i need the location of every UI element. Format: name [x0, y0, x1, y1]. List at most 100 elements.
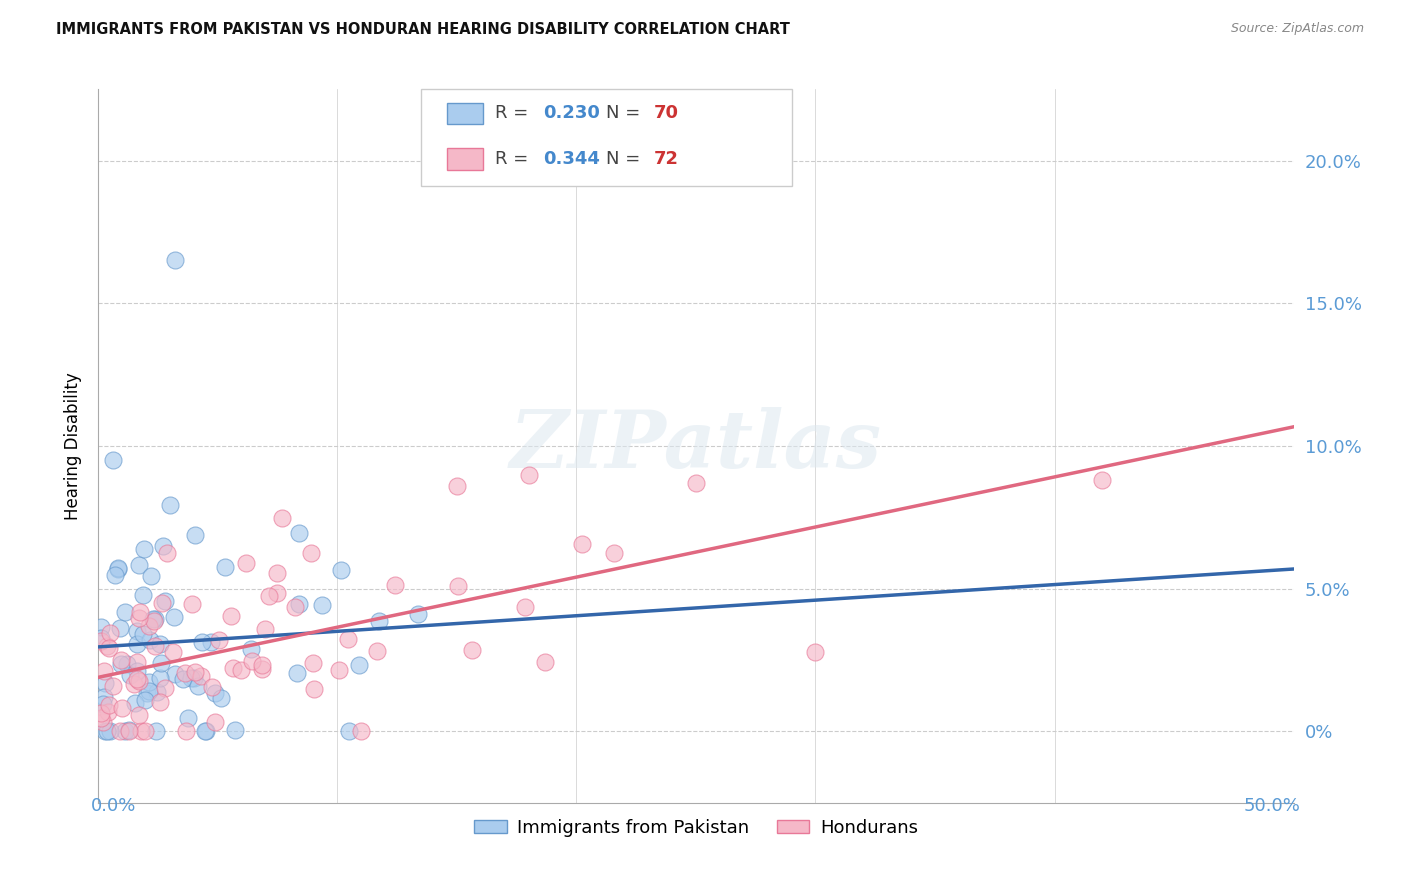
Point	[152, 539, 174, 553]
Point	[337, 724, 360, 739]
Point	[129, 724, 152, 739]
Point	[271, 511, 294, 525]
Point	[94, 676, 117, 690]
Point	[149, 656, 172, 670]
Point	[118, 668, 141, 682]
Legend: Immigrants from Pakistan, Hondurans: Immigrants from Pakistan, Hondurans	[467, 812, 925, 844]
Point	[571, 536, 593, 550]
Point	[134, 541, 156, 556]
Point	[1091, 473, 1114, 487]
Point	[204, 686, 226, 700]
Point	[90, 632, 112, 646]
Text: 0.230: 0.230	[543, 104, 600, 122]
Point	[350, 723, 373, 738]
Point	[165, 667, 187, 681]
Point	[229, 663, 252, 677]
Point	[183, 671, 205, 685]
Point	[328, 663, 350, 677]
Point	[143, 640, 166, 654]
Point	[366, 643, 388, 657]
Point	[128, 611, 150, 625]
Y-axis label: Hearing Disability: Hearing Disability	[63, 372, 82, 520]
Point	[330, 562, 353, 576]
Point	[174, 665, 197, 680]
Point	[288, 526, 311, 541]
Point	[250, 662, 273, 676]
Point	[222, 661, 245, 675]
Point	[90, 620, 112, 634]
Text: 50.0%: 50.0%	[1244, 797, 1301, 815]
Point	[446, 479, 468, 493]
Point	[204, 714, 226, 729]
Point	[149, 636, 172, 650]
Point	[101, 453, 124, 467]
Point	[447, 579, 470, 593]
Point	[804, 644, 827, 658]
Point	[153, 594, 176, 608]
Point	[138, 683, 160, 698]
Point	[107, 560, 129, 574]
Point	[142, 612, 165, 626]
Point	[104, 568, 127, 582]
Point	[159, 499, 181, 513]
Point	[110, 652, 132, 666]
Text: 70: 70	[654, 104, 679, 122]
Text: IMMIGRANTS FROM PAKISTAN VS HONDURAN HEARING DISABILITY CORRELATION CHART: IMMIGRANTS FROM PAKISTAN VS HONDURAN HEA…	[56, 22, 790, 37]
Point	[461, 643, 484, 657]
Point	[93, 664, 115, 678]
Point	[191, 635, 214, 649]
Point	[156, 546, 179, 560]
FancyBboxPatch shape	[447, 148, 484, 169]
Point	[240, 654, 263, 668]
Point	[127, 636, 149, 650]
Point	[285, 666, 308, 681]
Point	[90, 706, 112, 720]
Point	[603, 546, 626, 560]
Point	[114, 605, 136, 619]
Point	[311, 598, 333, 612]
Point	[128, 708, 150, 723]
Point	[97, 698, 120, 713]
Point	[302, 682, 325, 697]
Point	[139, 632, 162, 647]
Point	[174, 724, 197, 739]
Point	[127, 624, 149, 639]
Point	[288, 598, 311, 612]
Point	[367, 614, 389, 628]
Point	[98, 640, 121, 655]
Point	[132, 627, 155, 641]
Point	[284, 600, 307, 615]
Point	[134, 724, 156, 739]
Point	[91, 698, 114, 712]
Point	[97, 705, 120, 719]
Point	[98, 626, 121, 640]
Point	[517, 467, 540, 482]
Point	[142, 614, 165, 628]
Point	[100, 724, 122, 739]
Point	[141, 569, 163, 583]
Point	[110, 657, 132, 672]
Text: R =: R =	[495, 150, 534, 168]
Point	[155, 681, 177, 695]
Point	[235, 557, 257, 571]
Point	[194, 724, 217, 739]
Point	[90, 711, 112, 725]
Point	[209, 690, 232, 705]
Point	[177, 711, 200, 725]
FancyBboxPatch shape	[422, 89, 792, 186]
Point	[406, 607, 429, 621]
Point	[96, 639, 118, 653]
Text: Source: ZipAtlas.com: Source: ZipAtlas.com	[1230, 22, 1364, 36]
Point	[127, 672, 149, 686]
Point	[201, 680, 224, 694]
Point	[301, 656, 323, 670]
Point	[200, 635, 222, 649]
Point	[187, 679, 209, 693]
Point	[129, 605, 152, 619]
Point	[145, 724, 167, 739]
Point	[172, 673, 194, 687]
Point	[257, 590, 280, 604]
Point	[118, 723, 141, 737]
Point	[534, 655, 557, 669]
Point	[150, 596, 173, 610]
